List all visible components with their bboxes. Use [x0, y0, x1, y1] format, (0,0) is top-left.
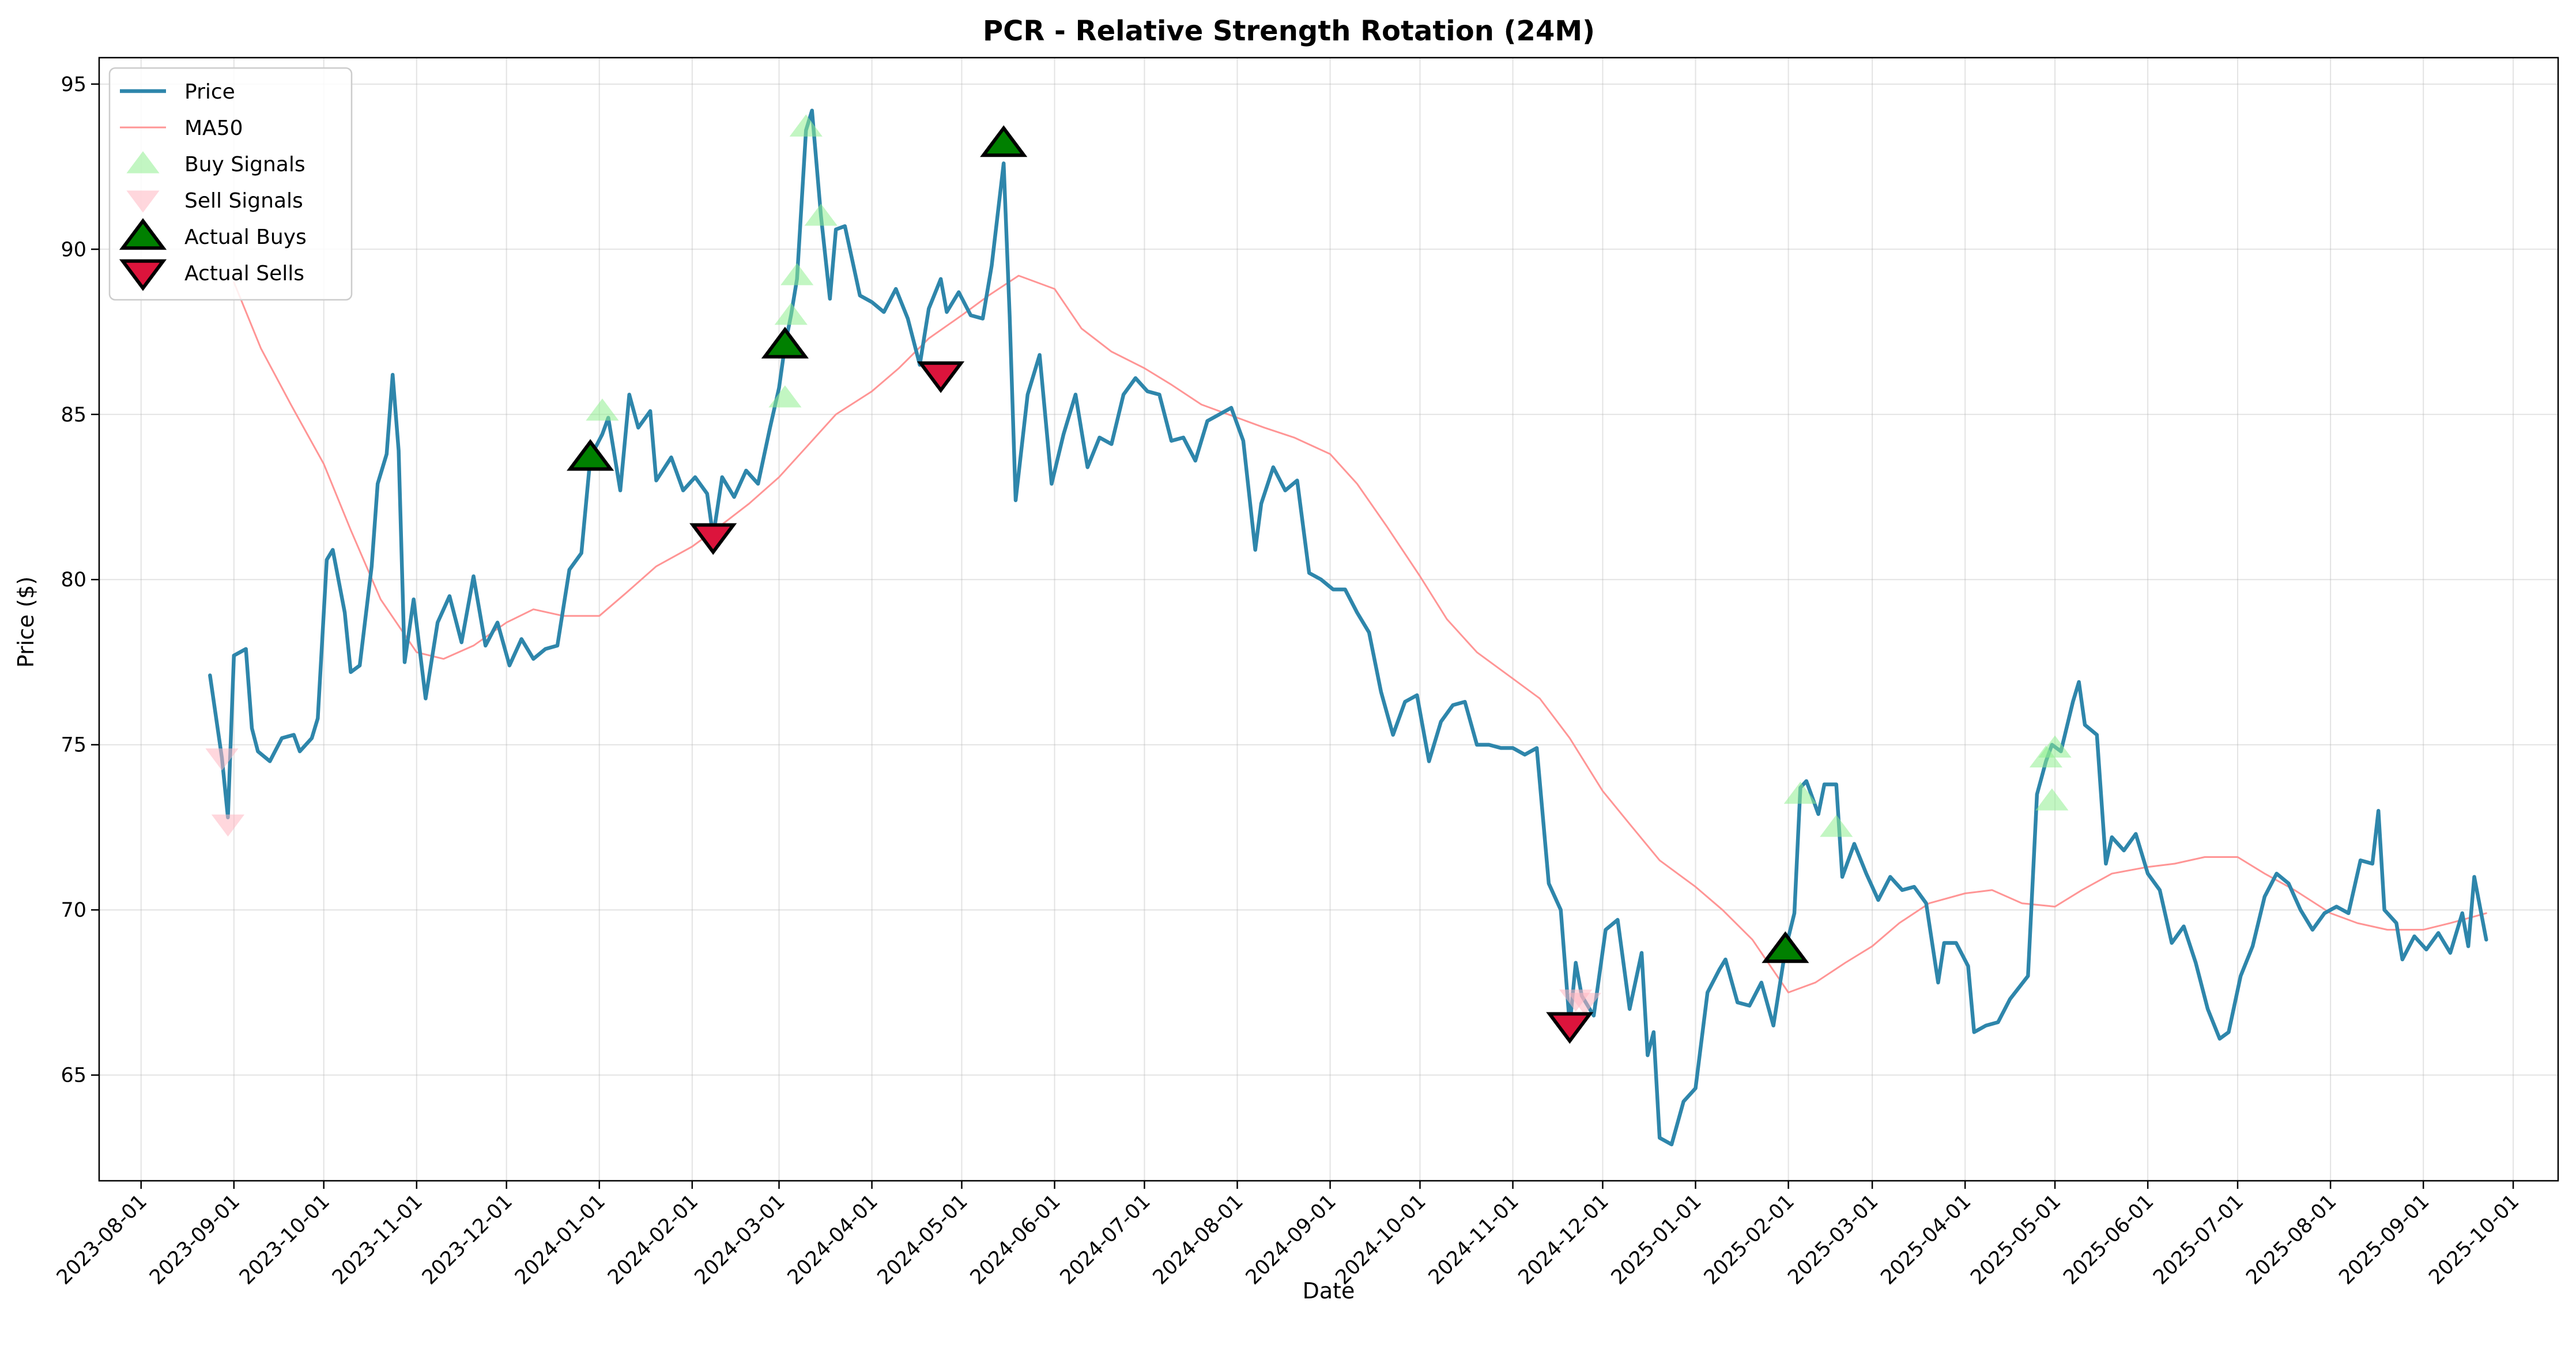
grid [99, 58, 2558, 1181]
legend-item-actual-buy[interactable]: Actual Buys [119, 218, 307, 250]
actual-buy-marker [761, 326, 809, 359]
legend-swatch [119, 218, 167, 250]
y-tick-label: 95 [61, 73, 86, 96]
buy-signal-marker [1820, 815, 1853, 837]
legend[interactable]: Price MA50 Buy Signals Sell Signals Actual B… [108, 67, 353, 301]
legend-label: Actual Sells [184, 262, 304, 285]
buy-signal-marker [2035, 788, 2069, 811]
plot-frame [98, 57, 2559, 1182]
legend-item-actual-sell[interactable]: Actual Sells [119, 259, 304, 291]
marker-layer [205, 114, 2072, 1044]
buy-signal-marker [2038, 735, 2072, 758]
ma50-line [233, 274, 2487, 993]
legend-item-buy-signal[interactable]: Buy Signals [126, 151, 306, 176]
legend-swatch [119, 259, 167, 291]
buy-signal-marker [804, 204, 838, 226]
sell-signal-marker [205, 748, 239, 771]
legend-label: Price [184, 80, 235, 104]
legend-label: Actual Buys [184, 225, 307, 249]
x-axis-label: Date [1303, 1278, 1355, 1304]
sell-signal-marker [1568, 993, 1601, 1015]
legend-swatch [126, 151, 160, 174]
y-tick-label: 85 [61, 404, 86, 427]
buy-signal-marker [768, 385, 802, 408]
y-tick-label: 75 [61, 734, 86, 757]
legend-item-ma50[interactable]: MA50 [120, 116, 243, 140]
ma50-layer [233, 274, 2487, 993]
buy-signal-marker [780, 263, 814, 285]
buy-signal-marker [1783, 781, 1817, 804]
actual-sell-marker [1546, 1012, 1594, 1044]
chart-title: PCR - Relative Strength Rotation (24M) [983, 15, 1595, 47]
buy-signal-marker [774, 303, 808, 325]
y-tick-label: 80 [61, 568, 86, 592]
y-axis: 65 70 75 80 85 90 95 [61, 73, 99, 1087]
legend-swatch [126, 190, 160, 213]
legend-item-price[interactable]: Price [120, 80, 235, 104]
legend-item-sell-signal[interactable]: Sell Signals [126, 189, 303, 213]
y-tick-label: 65 [61, 1064, 86, 1087]
sell-signal-marker [211, 814, 245, 837]
actual-buy-marker [980, 125, 1028, 157]
legend-label: MA50 [184, 116, 243, 140]
y-tick-label: 70 [61, 899, 86, 922]
legend-label: Sell Signals [184, 189, 303, 213]
price-line [208, 108, 2488, 1147]
buy-signal-marker [789, 114, 823, 137]
price-layer [208, 108, 2488, 1147]
legend-box [108, 67, 353, 301]
actual-sell-marker [689, 523, 737, 555]
y-axis-label: Price ($) [13, 577, 39, 668]
buy-signal-marker [586, 398, 619, 421]
actual-sell-marker [917, 361, 965, 393]
legend-label: Buy Signals [184, 153, 306, 176]
y-tick-label: 90 [61, 238, 86, 261]
actual-buy-marker [567, 439, 614, 471]
actual-buy-marker [1762, 931, 1809, 963]
